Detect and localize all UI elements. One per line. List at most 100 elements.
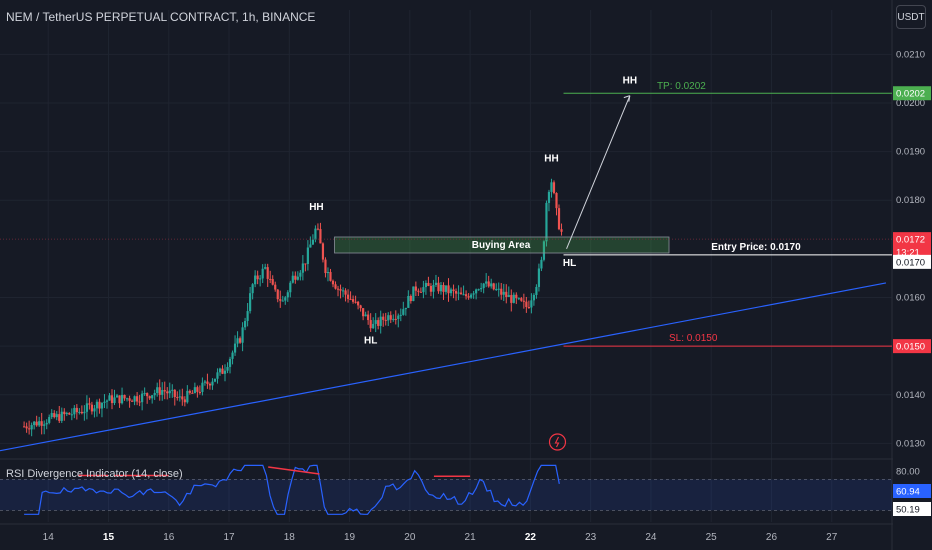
candle-body: [316, 228, 320, 230]
x-tick-label: 14: [43, 532, 55, 543]
candle-body: [359, 305, 362, 309]
entry-price-tag: [893, 254, 931, 269]
candle-body: [279, 299, 282, 301]
sl-label: SL: 0.0150: [669, 333, 718, 344]
candle-body: [281, 300, 284, 302]
countdown-tag-text: 13:21: [896, 248, 920, 259]
candle-body: [301, 263, 304, 273]
rsi-value-tag: [893, 484, 931, 498]
candle-body: [153, 392, 156, 396]
entry-label: Entry Price: 0.0170: [711, 242, 801, 253]
candle-body: [324, 259, 327, 274]
candle-body: [507, 295, 510, 297]
candle-body: [80, 411, 83, 414]
candle-body: [512, 294, 515, 303]
candle-body: [326, 272, 330, 274]
candle-body: [40, 421, 43, 426]
candle-body: [542, 241, 546, 260]
annotation-label: HL: [364, 336, 377, 347]
candle-body: [364, 314, 367, 317]
candle-body: [191, 392, 194, 394]
candle-body: [497, 288, 500, 290]
candle-body: [452, 289, 455, 292]
rsi-title: RSI Divergence Indicator (14, close): [6, 468, 183, 480]
y-tick-label: 0.0210: [896, 49, 925, 60]
candle-body: [472, 293, 475, 295]
candle-body: [367, 314, 370, 321]
candle-body: [502, 291, 505, 295]
x-tick-label: 26: [766, 532, 778, 543]
candle-body: [221, 368, 224, 374]
candle-body: [535, 286, 538, 295]
candle-body: [485, 281, 488, 284]
candle-body: [314, 228, 317, 240]
annotation-label: HL: [563, 258, 576, 269]
sl-price-tag: [893, 339, 931, 354]
candle-body: [487, 281, 490, 287]
sl-price-tag-text: 0.0150: [896, 342, 925, 353]
candle-body: [176, 397, 179, 399]
candle-body: [236, 338, 239, 344]
trade-levels: Buying Area TP: 0.0202 Entry Price: 0.0170…: [0, 81, 892, 347]
candle-body: [331, 280, 335, 285]
candle-body: [299, 272, 302, 277]
candle-body: [477, 289, 480, 291]
last-price-tag-text: 0.0172: [896, 235, 925, 246]
candle-body: [291, 275, 294, 283]
y-tick-label: 0.0130: [896, 438, 925, 449]
candle-body: [105, 400, 109, 402]
rsi-signal-tag-text: 50.19: [896, 505, 920, 516]
candle-body: [545, 202, 548, 242]
candle-body: [264, 267, 267, 269]
candle-body: [339, 289, 342, 291]
candle-body: [404, 307, 407, 310]
candle-body: [103, 401, 106, 403]
candle-body: [68, 412, 71, 415]
candle-body: [118, 395, 121, 404]
candle-body: [211, 381, 214, 386]
candle-body: [389, 315, 392, 320]
candle-body: [434, 282, 438, 286]
candle-body: [289, 282, 292, 293]
candle-body: [399, 314, 402, 316]
candle-body: [50, 413, 53, 418]
candle-body: [462, 294, 465, 296]
candle-body: [161, 390, 164, 395]
candle-body: [143, 393, 146, 395]
candle-body: [540, 259, 543, 269]
currency-button[interactable]: USDT: [896, 5, 926, 29]
candle-body: [85, 403, 88, 412]
candle-body: [515, 294, 518, 299]
annotations: HH HL HH HL HH: [309, 76, 637, 451]
candle-body: [427, 282, 430, 286]
last-price-tag: [893, 232, 931, 247]
candle-body: [354, 301, 357, 303]
candle-body: [490, 283, 493, 287]
candle-body: [351, 299, 355, 302]
candle-body: [25, 426, 28, 429]
candle-body: [188, 390, 191, 393]
candle-body: [158, 387, 161, 395]
price-axis: 0.0210 0.0200 0.0190 0.0180 0.0160 0.0150 0.01…: [893, 0, 932, 550]
candle-body: [128, 398, 131, 401]
candle-body: [321, 243, 325, 260]
candle-body: [475, 289, 478, 294]
candle-body: [196, 387, 199, 392]
x-tick-label: 23: [585, 532, 597, 543]
candle-body: [467, 296, 470, 298]
candle-body: [148, 396, 151, 399]
candle-body: [336, 288, 340, 290]
candle-body: [349, 298, 352, 300]
candle-body: [271, 279, 274, 285]
candle-body: [470, 294, 473, 298]
candle-body: [83, 411, 86, 414]
candle-body: [178, 396, 181, 398]
x-tick-label: 17: [223, 532, 235, 543]
candle-body: [409, 295, 412, 302]
candle-body: [382, 316, 385, 320]
candle-body: [372, 323, 375, 329]
candle-body: [394, 318, 397, 320]
buying-area-label: Buying Area: [472, 240, 531, 251]
candle-body: [560, 229, 563, 232]
